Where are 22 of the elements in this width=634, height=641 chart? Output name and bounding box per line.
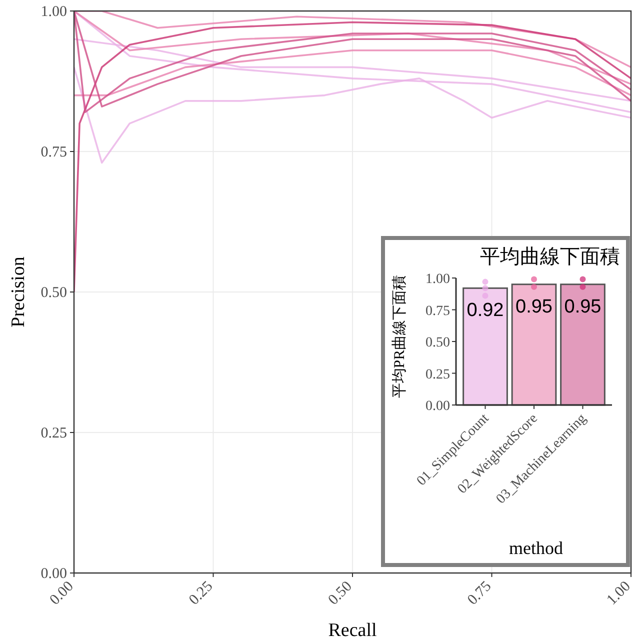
x-tick-label: 0.25: [186, 578, 216, 608]
y-tick-label: 0.50: [426, 336, 450, 350]
y-tick-label: 0.00: [426, 399, 450, 414]
data-label: 0.95: [516, 296, 552, 318]
y-tick-label: 1.00: [40, 4, 67, 20]
data-label: 0.92: [466, 300, 504, 322]
y-axis-title: Precision: [8, 256, 29, 328]
x-tick-label: 1.00: [604, 578, 634, 608]
data-label: 0.95: [564, 296, 602, 318]
x-tick-label: 0.75: [464, 578, 495, 608]
y-tick-label: 0.50: [40, 285, 67, 301]
y-tick-label: 0.25: [40, 426, 67, 442]
y-tick-label: 0.75: [40, 144, 67, 160]
y-tick-label: 0.00: [40, 566, 67, 582]
y-tick-label: 0.25: [426, 367, 450, 382]
x-axis-title: Recall: [328, 620, 377, 641]
y-tick-label: 0.75: [426, 304, 450, 319]
y-axis-title: 平均PR曲線下面積: [391, 274, 408, 398]
x-tick-label: 0.50: [325, 578, 356, 608]
chart-title: 平均曲線下面積: [480, 246, 620, 268]
x-axis-title: method: [509, 538, 563, 558]
y-tick-label: 1.00: [426, 272, 450, 287]
